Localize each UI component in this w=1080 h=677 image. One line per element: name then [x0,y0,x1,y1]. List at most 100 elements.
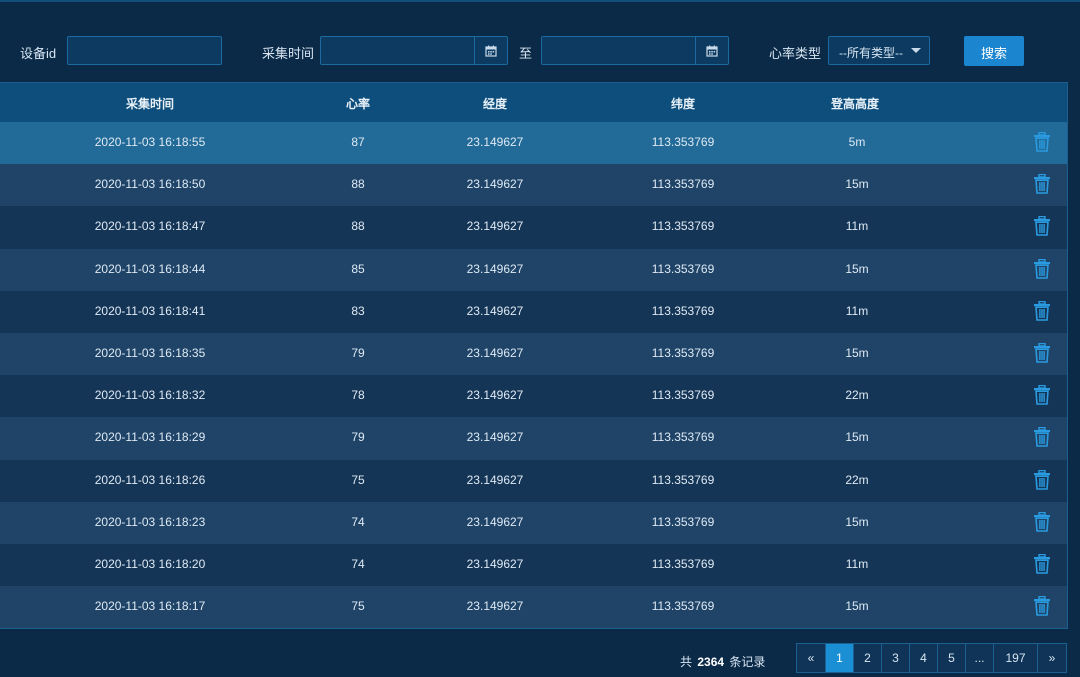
cell-altitude: 11m [845,303,869,318]
cell-latitude: 113.353769 [651,514,715,529]
filter-bar: 设备id 采集时间 至 [0,36,1080,66]
trash-icon[interactable] [1033,469,1051,490]
cell-heart-rate: 87 [351,135,365,149]
trash-icon[interactable] [1033,511,1051,532]
cell-heart-rate: 75 [351,472,365,487]
page-button-5[interactable]: 5 [937,643,966,673]
cell-time: 2020-11-03 16:18:23 [94,514,206,529]
collect-time-label: 采集时间 [262,46,315,61]
cell-altitude: 15m [845,430,869,445]
page-button-4[interactable]: 4 [909,643,938,673]
data-table: 采集时间 心率 经度 纬度 登高高度 2020-11-03 16:18:55 87… [0,82,1068,630]
cell-longitude: 23.149627 [466,599,524,614]
column-header-longitude: 经度 [482,97,508,111]
cell-time: 2020-11-03 16:18:17 [94,599,206,614]
trash-icon[interactable] [1033,427,1051,448]
cell-heart-rate: 75 [351,599,365,614]
cell-longitude: 23.149627 [466,430,524,445]
cell-latitude: 113.353769 [651,261,715,276]
cell-heart-rate: 78 [351,388,365,403]
page-ellipsis: ... [965,643,994,673]
to-label: 至 [519,46,533,61]
column-header-heart-rate: 心率 [345,97,371,111]
total-prefix: 共 [680,655,693,669]
table-row[interactable]: 2020-11-03 16:18:29 79 23.149627 113.353769… [0,417,1067,460]
cell-time: 2020-11-03 16:18:47 [94,219,206,234]
cell-heart-rate: 74 [351,556,365,571]
cell-heart-rate: 83 [351,303,365,318]
cell-altitude: 5m [848,135,866,149]
table-body: 2020-11-03 16:18:55 87 23.149627 113.353769… [0,122,1067,629]
page-button-197[interactable]: 197 [993,643,1038,673]
cell-heart-rate: 88 [351,177,365,192]
end-time-input[interactable] [541,36,729,65]
prev-page-button[interactable]: « [796,643,826,673]
cell-latitude: 113.353769 [651,345,715,360]
total-records: 共 2364 条记录 [680,653,765,670]
cell-latitude: 113.353769 [651,177,715,192]
table-row[interactable]: 2020-11-03 16:18:17 75 23.149627 113.353769… [0,586,1067,629]
table-row[interactable]: 2020-11-03 16:18:44 85 23.149627 113.353769… [0,248,1067,291]
trash-icon[interactable] [1033,216,1051,237]
device-id-input[interactable] [67,36,222,65]
cell-altitude: 22m [845,388,869,403]
cell-longitude: 23.149627 [466,388,524,403]
cell-time: 2020-11-03 16:18:44 [94,261,206,276]
trash-icon[interactable] [1033,173,1051,194]
page-button-1[interactable]: 1 [825,643,854,673]
cell-time: 2020-11-03 16:18:32 [94,388,206,403]
page-button-3[interactable]: 3 [881,643,910,673]
calendar-icon[interactable] [695,37,728,64]
total-count: 2364 [697,655,725,669]
cell-latitude: 113.353769 [651,135,715,149]
search-button[interactable]: 搜索 [964,36,1024,66]
cell-latitude: 113.353769 [651,599,715,614]
table-row[interactable]: 2020-11-03 16:18:26 75 23.149627 113.353769… [0,459,1067,502]
table-row[interactable]: 2020-11-03 16:18:20 74 23.149627 113.353769… [0,543,1067,587]
hr-type-label: 心率类型 [769,46,822,61]
top-border [0,0,1080,2]
pagination: « 1 2 3 4 5 ... 197 » [796,643,1067,673]
calendar-icon[interactable] [474,37,507,64]
table-header: 采集时间 心率 经度 纬度 登高高度 [0,83,1067,122]
cell-heart-rate: 79 [351,430,365,445]
cell-time: 2020-11-03 16:18:55 [94,135,206,149]
cell-longitude: 23.149627 [466,261,524,276]
start-time-input[interactable] [320,36,508,65]
cell-longitude: 23.149627 [466,556,524,571]
trash-icon[interactable] [1033,342,1051,363]
caret-down-icon [911,48,921,53]
column-header-latitude: 纬度 [670,97,696,111]
hr-type-select[interactable]: --所有类型-- [828,36,930,65]
cell-longitude: 23.149627 [466,345,524,360]
cell-heart-rate: 74 [351,514,365,529]
cell-longitude: 23.149627 [466,514,524,529]
table-row[interactable]: 2020-11-03 16:18:41 83 23.149627 113.353769… [0,290,1067,333]
trash-icon[interactable] [1033,300,1051,321]
trash-icon[interactable] [1033,258,1051,279]
page-button-2[interactable]: 2 [853,643,882,673]
cell-altitude: 22m [845,472,869,487]
device-id-label: 设备id [20,46,57,61]
column-header-time: 采集时间 [125,97,175,111]
next-page-button[interactable]: » [1037,643,1067,673]
cell-time: 2020-11-03 16:18:41 [94,303,206,318]
cell-altitude: 15m [845,261,869,276]
cell-time: 2020-11-03 16:18:26 [94,472,206,487]
table-row[interactable]: 2020-11-03 16:18:35 79 23.149627 113.353769… [0,332,1067,376]
trash-icon[interactable] [1033,595,1051,616]
total-suffix: 条记录 [729,655,766,669]
cell-time: 2020-11-03 16:18:35 [94,345,206,360]
cell-longitude: 23.149627 [466,303,524,318]
table-row[interactable]: 2020-11-03 16:18:23 74 23.149627 113.353769… [0,501,1067,544]
trash-icon[interactable] [1033,131,1051,152]
cell-time: 2020-11-03 16:18:50 [94,177,206,192]
trash-icon[interactable] [1033,384,1051,405]
table-row[interactable]: 2020-11-03 16:18:47 88 23.149627 113.353769… [0,206,1067,249]
cell-altitude: 15m [845,177,869,192]
table-row[interactable]: 2020-11-03 16:18:32 78 23.149627 113.353769… [0,375,1067,418]
trash-icon[interactable] [1033,553,1051,574]
cell-latitude: 113.353769 [651,430,715,445]
table-row[interactable]: 2020-11-03 16:18:55 87 23.149627 113.353769… [0,122,1067,165]
table-row[interactable]: 2020-11-03 16:18:50 88 23.149627 113.353769… [0,164,1067,207]
